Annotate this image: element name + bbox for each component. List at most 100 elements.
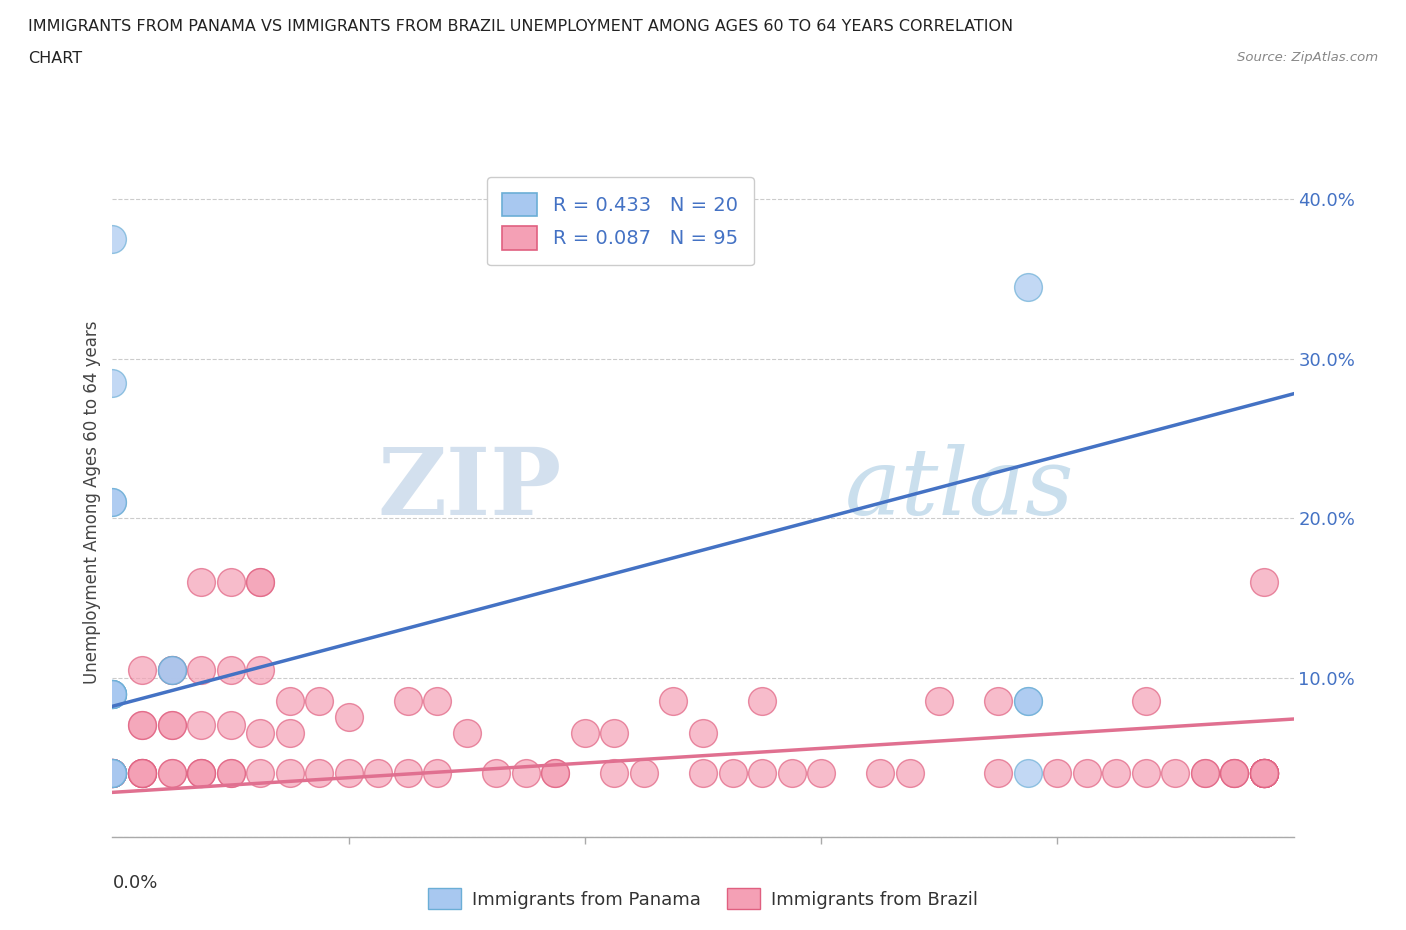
Point (662, 694, 685, 709)
Point (810, 765, 832, 780)
Point (574, 726, 596, 741)
Point (160, 662, 183, 677)
Point (1253, 765, 1275, 780)
Point (1253, 765, 1275, 780)
Text: CHART: CHART (28, 51, 82, 66)
Point (1253, 765, 1275, 780)
Point (1253, 765, 1275, 780)
Point (101, 686, 124, 701)
Point (1223, 765, 1246, 780)
Y-axis label: Unemployment Among Ages 60 to 64 years: Unemployment Among Ages 60 to 64 years (83, 321, 101, 684)
Point (101, 686, 124, 701)
Point (1253, 765, 1275, 780)
Point (1164, 765, 1187, 780)
Point (160, 662, 183, 677)
Point (692, 765, 714, 780)
Point (219, 662, 242, 677)
Text: IMMIGRANTS FROM PANAMA VS IMMIGRANTS FROM BRAZIL UNEMPLOYMENT AMONG AGES 60 TO 6: IMMIGRANTS FROM PANAMA VS IMMIGRANTS FRO… (28, 19, 1014, 33)
Point (308, 765, 330, 780)
Point (1253, 765, 1275, 780)
Point (603, 726, 626, 741)
Point (249, 662, 271, 677)
Point (1253, 765, 1275, 780)
Point (101, 765, 124, 780)
Point (101, 765, 124, 780)
Point (426, 694, 449, 709)
Point (249, 575, 271, 590)
Point (396, 694, 419, 709)
Point (101, 765, 124, 780)
Point (1253, 765, 1275, 780)
Point (1253, 765, 1275, 780)
Point (515, 765, 537, 780)
Point (101, 495, 124, 510)
Point (101, 765, 124, 780)
Point (544, 765, 567, 780)
Point (367, 765, 389, 780)
Point (190, 718, 212, 733)
Point (249, 575, 271, 590)
Text: Source: ZipAtlas.com: Source: ZipAtlas.com (1237, 51, 1378, 64)
Legend: Immigrants from Panama, Immigrants from Brazil: Immigrants from Panama, Immigrants from … (420, 881, 986, 916)
Point (101, 686, 124, 701)
Point (1223, 765, 1246, 780)
Point (101, 765, 124, 780)
Point (278, 726, 301, 741)
Point (1105, 765, 1128, 780)
Point (101, 765, 124, 780)
Legend: R = 0.433   N = 20, R = 0.087   N = 95: R = 0.433 N = 20, R = 0.087 N = 95 (486, 177, 754, 265)
Point (131, 765, 153, 780)
Point (603, 765, 626, 780)
Point (101, 686, 124, 701)
Point (1017, 280, 1039, 295)
Point (308, 694, 330, 709)
Point (101, 495, 124, 510)
Point (751, 694, 773, 709)
Point (219, 575, 242, 590)
Point (249, 726, 271, 741)
Point (692, 726, 714, 741)
Point (131, 765, 153, 780)
Point (1253, 765, 1275, 780)
Point (101, 232, 124, 246)
Text: atlas: atlas (845, 444, 1074, 534)
Point (987, 694, 1010, 709)
Point (987, 765, 1010, 780)
Point (485, 765, 508, 780)
Point (160, 718, 183, 733)
Point (160, 662, 183, 677)
Point (219, 718, 242, 733)
Point (1135, 765, 1157, 780)
Point (190, 662, 212, 677)
Point (101, 765, 124, 780)
Point (426, 765, 449, 780)
Point (101, 375, 124, 390)
Point (1076, 765, 1098, 780)
Point (869, 765, 891, 780)
Point (396, 765, 419, 780)
Point (337, 710, 360, 724)
Point (721, 765, 744, 780)
Point (544, 765, 567, 780)
Point (190, 765, 212, 780)
Point (928, 694, 950, 709)
Point (160, 662, 183, 677)
Point (190, 765, 212, 780)
Point (131, 765, 153, 780)
Point (780, 765, 803, 780)
Point (160, 765, 183, 780)
Point (1017, 694, 1039, 709)
Point (131, 765, 153, 780)
Text: 0.0%: 0.0% (112, 874, 157, 892)
Point (1253, 575, 1275, 590)
Point (101, 765, 124, 780)
Point (278, 765, 301, 780)
Point (898, 765, 921, 780)
Point (131, 765, 153, 780)
Point (190, 575, 212, 590)
Point (101, 686, 124, 701)
Point (1017, 765, 1039, 780)
Point (456, 726, 478, 741)
Point (1253, 765, 1275, 780)
Point (190, 765, 212, 780)
